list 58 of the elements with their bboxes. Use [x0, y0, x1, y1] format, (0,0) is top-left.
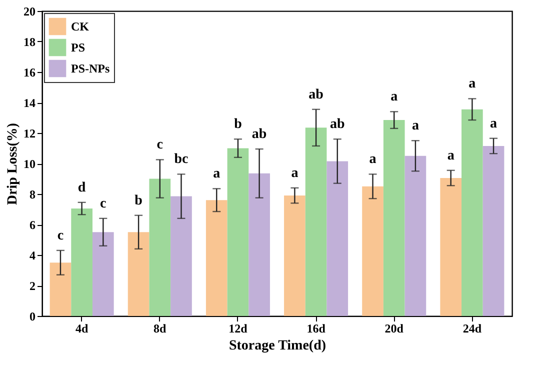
bar: [383, 120, 405, 316]
legend-label: CK: [71, 20, 90, 34]
data-label: c: [100, 196, 106, 212]
bar: [170, 196, 192, 316]
x-tick-label: 8d: [154, 322, 167, 336]
y-tick-label: 12: [24, 126, 36, 140]
data-label: ab: [308, 87, 324, 102]
y-tick-label: 10: [24, 157, 36, 171]
bar: [71, 208, 92, 316]
bar: [227, 148, 249, 316]
data-label: d: [78, 180, 86, 196]
data-label: b: [134, 193, 143, 208]
data-label: a: [213, 166, 220, 182]
x-tick-label: 12d: [228, 322, 248, 336]
bar: [128, 232, 150, 316]
x-tick-label: 16d: [306, 322, 326, 336]
bar: [326, 161, 348, 316]
bar: [92, 232, 114, 316]
y-axis-title: Drip Loss(%): [6, 122, 20, 206]
x-tick-label: 24d: [462, 322, 482, 336]
y-tick-label: 16: [24, 66, 36, 80]
data-label: a: [369, 152, 376, 168]
data-label: a: [490, 116, 498, 132]
data-label: c: [57, 228, 64, 244]
bar: [404, 156, 426, 316]
data-label: bc: [174, 152, 188, 168]
bar: [50, 262, 72, 316]
data-label: a: [412, 118, 419, 134]
x-tick-label: 4d: [75, 322, 88, 336]
data-label: a: [447, 148, 454, 164]
y-tick-label: 8: [30, 188, 36, 202]
y-tick-label: 6: [30, 218, 36, 232]
y-tick-label: 20: [24, 4, 36, 18]
data-label: ab: [330, 117, 345, 132]
y-tick-label: 4: [30, 248, 36, 262]
legend-label: PS: [71, 40, 86, 54]
bar: [440, 178, 462, 316]
y-tick-label: 14: [24, 96, 36, 110]
data-label: a: [468, 76, 476, 92]
bar: [362, 186, 384, 316]
bar: [462, 109, 483, 316]
data-label: a: [291, 166, 298, 181]
y-tick-label: 0: [30, 310, 36, 324]
bar: [149, 178, 171, 316]
bar: [482, 146, 504, 316]
data-label: b: [234, 117, 242, 132]
bar: [206, 200, 228, 316]
x-tick-label: 20d: [384, 322, 404, 336]
data-label: c: [156, 138, 163, 153]
bar: [284, 196, 306, 316]
bar: [248, 173, 270, 316]
y-tick-label: 18: [24, 35, 36, 49]
x-axis-title: Storage Time(d): [228, 338, 326, 354]
data-label: ab: [252, 127, 267, 142]
data-label: a: [390, 90, 398, 105]
bar: [305, 128, 327, 316]
y-tick-label: 2: [30, 279, 36, 293]
legend-label: PS-NPs: [71, 62, 110, 76]
